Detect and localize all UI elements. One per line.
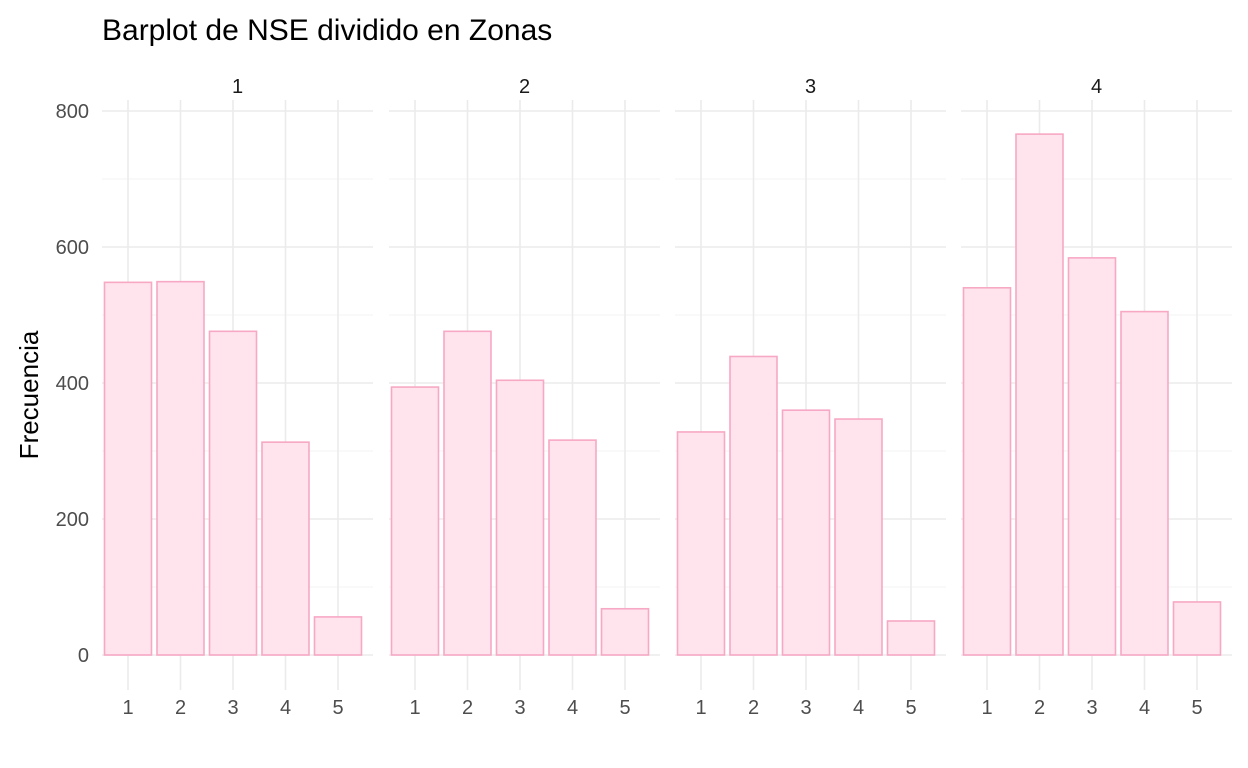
bar-zone3-cat1	[676, 431, 726, 656]
bar-zone4-cat3	[1067, 257, 1117, 656]
bar-zone4-cat4	[1120, 310, 1169, 656]
x-tick-label: 5	[905, 697, 916, 719]
facet-panel-1: 1 1 2 3 4 5	[102, 76, 373, 719]
x-tick-label: 3	[514, 697, 525, 719]
x-tick-label: 2	[175, 697, 186, 719]
y-tick-label: 600	[56, 237, 89, 259]
bar-zone3-cat2	[729, 355, 778, 656]
facet-panel-3: 3 1 2 3 4 5	[675, 76, 946, 719]
x-tick-label: 4	[567, 697, 578, 719]
y-tick-label: 0	[78, 645, 89, 667]
bar-zone1-cat3	[208, 330, 258, 656]
bar-zone3-cat5	[886, 620, 936, 656]
x-tick-label: 4	[280, 697, 291, 719]
x-tick-label: 3	[800, 697, 811, 719]
x-tick-label: 2	[1034, 697, 1045, 719]
x-tick-label: 2	[462, 697, 473, 719]
bar-zone2-cat3	[495, 379, 545, 656]
facet-strip-label: 4	[1091, 76, 1102, 98]
facet-panel-2: 2 1 2 3 4 5	[389, 76, 660, 719]
x-tick-label: 1	[409, 697, 420, 719]
x-tick-label: 3	[1086, 697, 1097, 719]
bar-zone1-cat2	[156, 280, 205, 656]
y-tick-label: 800	[56, 101, 89, 123]
facet-panel-4: 4 1 2 3 4 5	[961, 76, 1232, 719]
bar-zone1-cat1	[103, 281, 153, 656]
x-tick-label: 5	[332, 697, 343, 719]
y-axis-label: Frecuencia	[14, 330, 44, 459]
x-tick-label: 5	[1191, 697, 1202, 719]
facet-strip-label: 1	[232, 76, 243, 98]
chart-title: Barplot de NSE dividido en Zonas	[102, 14, 552, 47]
bar-zone2-cat5	[600, 607, 650, 656]
x-tick-label: 4	[853, 697, 864, 719]
bar-zone3-cat3	[781, 409, 831, 656]
y-tick-label: 200	[56, 509, 89, 531]
bar-zone4-cat1	[962, 286, 1012, 656]
bar-zone2-cat4	[548, 439, 597, 656]
bar-zone1-cat5	[313, 616, 363, 656]
bar-zone4-cat5	[1172, 601, 1222, 656]
x-tick-label: 2	[748, 697, 759, 719]
x-tick-label: 4	[1139, 697, 1150, 719]
bar-zone2-cat1	[390, 386, 440, 656]
facet-strip-label: 2	[519, 76, 530, 98]
x-tick-label: 3	[227, 697, 238, 719]
bar-zone4-cat2	[1015, 133, 1064, 656]
bar-zone3-cat4	[834, 418, 883, 656]
facet-strip-label: 3	[805, 76, 816, 98]
bar-zone1-cat4	[261, 441, 310, 656]
x-tick-label: 1	[981, 697, 992, 719]
x-tick-label: 1	[695, 697, 706, 719]
plot-area: 0 200 400 600 800 1 1 2 3 4 5 2 1 2 3 4 5 3 1 2 3 4 5 4 1 2 3 4 5	[56, 76, 1232, 719]
x-tick-label: 1	[122, 697, 133, 719]
bar-zone2-cat2	[443, 330, 492, 656]
y-tick-label: 400	[56, 373, 89, 395]
x-tick-label: 5	[619, 697, 630, 719]
